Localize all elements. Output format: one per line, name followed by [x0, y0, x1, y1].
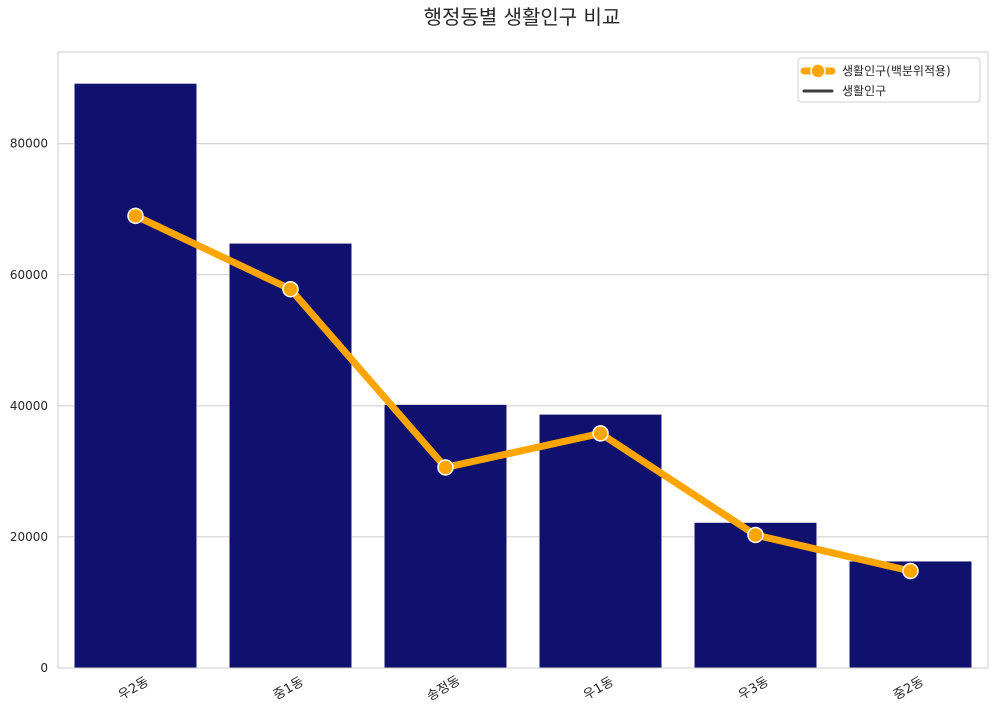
line-layer — [127, 207, 919, 580]
legend-label-line: 생활인구(백분위적용) — [842, 64, 951, 78]
grid — [58, 143, 988, 669]
plot-frame — [57, 51, 989, 669]
bar — [539, 414, 662, 669]
line-point — [282, 280, 299, 298]
series-line — [132, 212, 914, 575]
y-tick-label: 40000 — [10, 399, 48, 413]
x-axis: 우2동 중1동 송정동 우1동 우3동 중2동 — [116, 673, 926, 704]
x-tick-label: 우1동 — [581, 674, 616, 703]
bar — [74, 83, 197, 669]
line-point — [902, 562, 919, 580]
line-point — [127, 207, 144, 225]
bars — [74, 83, 972, 669]
y-axis: 0 20000 40000 60000 80000 — [10, 137, 48, 675]
legend-label-bar: 생활인구 — [842, 84, 886, 98]
legend: 생활인구(백분위적용) 생활인구 — [797, 57, 981, 103]
x-tick-label: 중2동 — [891, 674, 926, 703]
bar — [849, 560, 972, 669]
bar — [229, 243, 352, 669]
line-point — [747, 526, 764, 544]
bar — [384, 404, 507, 669]
line-point — [437, 459, 454, 476]
x-tick-label: 우3동 — [736, 674, 771, 703]
x-tick-label: 우2동 — [116, 674, 151, 703]
legend-box — [797, 57, 981, 103]
line-point — [592, 425, 609, 442]
chart-title: 행정동별 생활인구 비교 — [424, 5, 621, 29]
x-tick-label: 중1동 — [271, 674, 306, 703]
y-tick-label: 60000 — [10, 268, 48, 282]
y-tick-label: 20000 — [10, 530, 48, 544]
x-tick-label: 송정동 — [424, 673, 463, 704]
y-tick-label: 0 — [40, 661, 48, 675]
legend-marker — [810, 63, 826, 79]
y-tick-label: 80000 — [10, 137, 48, 151]
